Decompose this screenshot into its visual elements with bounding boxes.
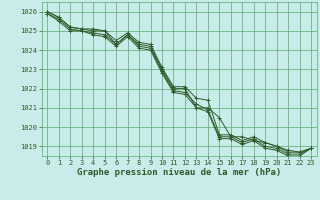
- X-axis label: Graphe pression niveau de la mer (hPa): Graphe pression niveau de la mer (hPa): [77, 168, 281, 177]
